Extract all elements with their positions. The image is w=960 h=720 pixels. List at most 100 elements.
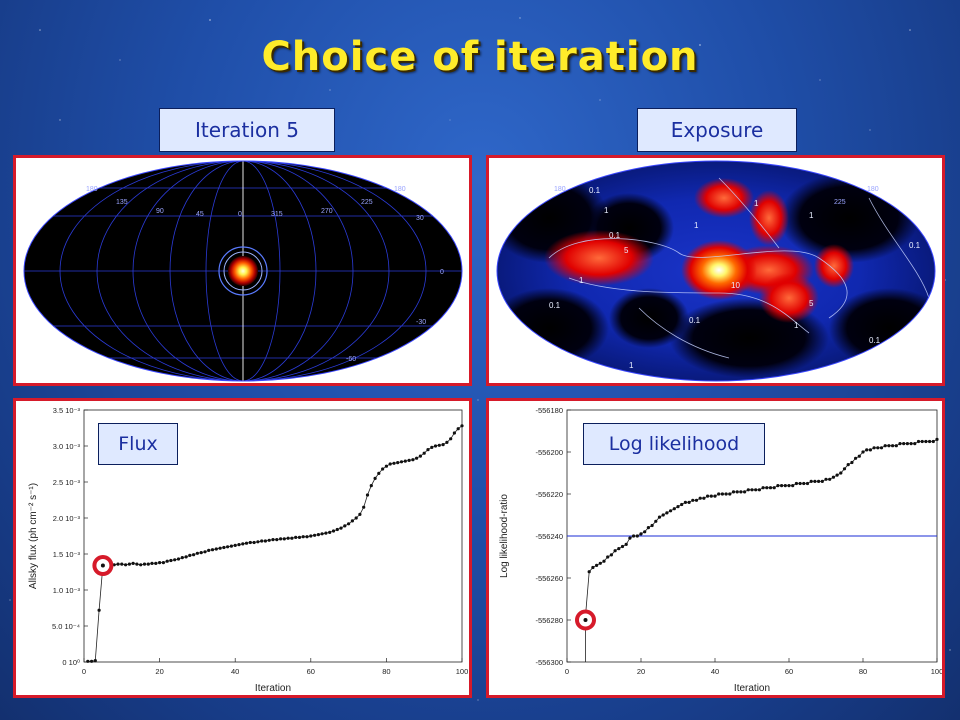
loglik-data-point: [898, 442, 902, 446]
loglik-data-point: [879, 446, 884, 450]
lon-label: 180: [554, 186, 566, 193]
loglik-data-point: [650, 523, 654, 528]
flux-x-tick-label: 20: [155, 667, 163, 676]
loglik-data-point: [735, 490, 739, 494]
loglik-x-tick-label: 20: [637, 667, 645, 676]
loglik-data-point: [802, 481, 806, 486]
contour-label: 5: [624, 246, 629, 255]
loglik-data-point: [602, 559, 606, 563]
loglik-x-tick-label: 0: [565, 667, 569, 676]
flux-data-point: [263, 539, 267, 543]
flux-data-point: [437, 443, 441, 447]
loglik-data-point: [595, 563, 599, 567]
flux-data-point: [252, 540, 256, 545]
contour-label: 1: [694, 221, 699, 230]
flux-data-point: [244, 541, 249, 545]
flux-data-point: [407, 458, 411, 462]
skymap-exposure-panel: 0.1 1 5 10 1 0.1 1 5 1 0.1 1 0.1 1 0.1 0…: [486, 155, 945, 386]
loglik-label: Log likelihood: [583, 423, 765, 465]
flux-data-point: [403, 459, 407, 463]
loglik-data-point: [672, 507, 676, 511]
flux-chart-panel: 0 20 40 60 80 100 0 10⁰ 5.0 10⁻⁴ 1.0 10⁻³ 1.5 10⁻…: [13, 398, 472, 698]
loglik-data-point: [661, 513, 665, 517]
loglik-data-point: [750, 488, 754, 492]
loglik-data-point: [761, 486, 765, 490]
contour-label: 0.1: [869, 336, 881, 345]
flux-data-point: [207, 548, 211, 552]
loglik-chart-panel: 0 20 40 60 80 100 -556300 -556280 -556260 -556240…: [486, 398, 945, 698]
loglik-data-point: [717, 492, 721, 496]
flux-data-point: [86, 659, 90, 663]
flux-data-point: [324, 531, 328, 535]
loglik-x-tick-label: 60: [785, 667, 793, 676]
flux-data-point: [97, 608, 101, 612]
flux-data-point: [199, 551, 203, 555]
loglik-data-point: [587, 570, 591, 574]
lon-label: 0: [238, 211, 242, 218]
loglik-data-point: [657, 515, 662, 519]
loglik-data-point: [872, 446, 876, 450]
loglik-data-point: [739, 490, 743, 494]
loglik-data-point: [676, 505, 680, 509]
loglik-y-tick-label: -556200: [535, 448, 563, 457]
flux-data-point: [180, 556, 184, 560]
loglik-data-point: [624, 542, 628, 546]
loglik-data-point: [913, 442, 917, 446]
flux-data-point: [120, 562, 124, 566]
loglik-data-point: [680, 502, 684, 507]
flux-data-point: [396, 461, 400, 465]
loglik-data-point: [850, 460, 854, 465]
flux-y-tick-label: 2.0 10⁻³: [53, 514, 81, 523]
loglik-data-point: [831, 475, 835, 479]
loglik-data-point: [746, 488, 750, 492]
loglik-y-tick-label: -556260: [535, 574, 563, 583]
loglik-y-tick-label: -556220: [535, 490, 563, 499]
loglik-data-point: [868, 448, 872, 452]
flux-data-point: [290, 536, 294, 540]
flux-data-point: [248, 540, 252, 545]
loglik-data-point: [891, 444, 895, 448]
loglik-data-point: [743, 490, 747, 494]
lon-label: 180: [867, 186, 879, 193]
loglik-data-point: [694, 498, 699, 502]
loglik-data-point: [935, 437, 939, 441]
flux-data-point: [271, 538, 275, 542]
flux-data-point: [131, 561, 135, 565]
flux-data-point: [176, 557, 181, 561]
lon-label: 180: [394, 186, 406, 193]
exposure-label: Exposure: [637, 108, 797, 152]
flux-data-point: [226, 545, 230, 549]
flux-label: Flux: [98, 423, 178, 465]
flux-data-point: [305, 535, 309, 539]
loglik-data-point: [728, 492, 732, 496]
skymap-iteration-panel: 180 135 90 45 0 315 270 225 180 30 0 -30…: [13, 155, 472, 386]
contour-label: 1: [604, 206, 609, 215]
loglik-data-point: [787, 484, 791, 488]
loglik-y-tick-label: -556240: [535, 532, 563, 541]
loglik-data-point: [628, 536, 632, 540]
loglik-data-point: [606, 555, 610, 559]
loglik-data-point: [646, 526, 650, 530]
loglik-series-line: [585, 439, 938, 616]
loglik-y-tick-label: -556300: [535, 658, 563, 667]
loglik-ylabel: Log likelihood-ratio: [499, 494, 510, 578]
flux-data-point: [214, 547, 218, 551]
flux-data-point: [282, 537, 286, 541]
flux-data-point: [309, 534, 313, 538]
flux-y-tick-label: 3.5 10⁻³: [53, 406, 81, 415]
lon-label: 225: [834, 199, 846, 206]
loglik-highlight-point: [583, 618, 588, 622]
flux-data-point: [377, 471, 381, 475]
flux-data-point: [354, 516, 358, 520]
flux-data-point: [169, 558, 173, 563]
loglik-data-point: [842, 467, 847, 471]
contour-label: 1: [754, 199, 759, 208]
loglik-data-point: [720, 492, 724, 496]
flux-y-tick-label: 2.5 10⁻³: [53, 478, 81, 487]
contour-label: 1: [809, 211, 814, 220]
loglik-data-point: [828, 477, 832, 481]
loglik-data-point: [928, 439, 932, 444]
flux-data-point: [320, 532, 324, 536]
loglik-data-point: [757, 488, 761, 492]
flux-data-point: [399, 460, 404, 464]
